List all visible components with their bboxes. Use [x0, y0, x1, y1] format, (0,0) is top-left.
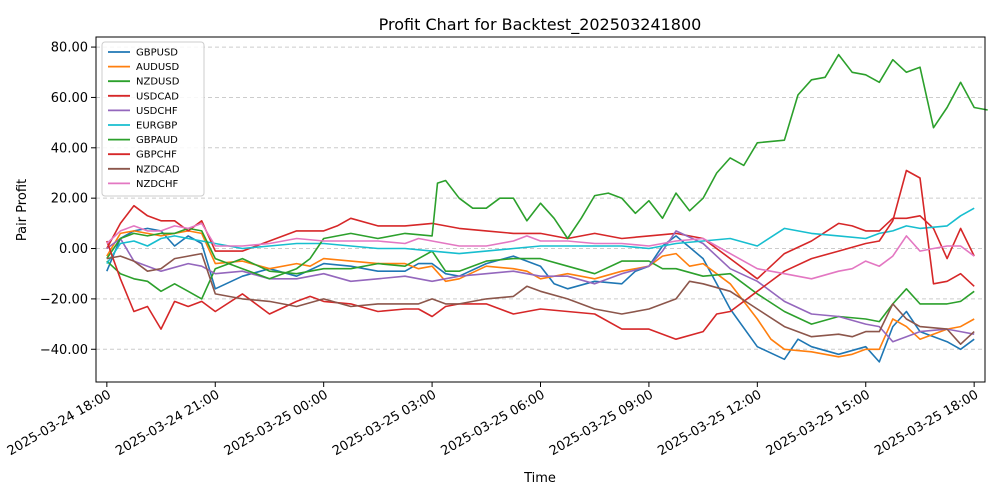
- series-line-gbpaud: [106, 53, 988, 280]
- legend-label: NZDCAD: [136, 164, 180, 175]
- legend-label: NZDCHF: [136, 179, 179, 190]
- x-tick-label: 2025-03-24 21:00: [113, 387, 222, 459]
- grid-lines: [96, 46, 985, 350]
- series-layer: [106, 53, 988, 363]
- series-line-nzdcad: [106, 252, 975, 345]
- series-line-gbpusd: [106, 227, 975, 363]
- y-axis: −40.00 −20.00 0.00 20.00 40.00 60.00 80.00: [40, 41, 96, 358]
- x-axis: 2025-03-24 18:00 2025-03-24 21:00 2025-03-…: [5, 382, 981, 459]
- y-tick-label: −40.00: [40, 343, 88, 358]
- x-axis-label: Time: [523, 471, 556, 486]
- series-line-usdcad: [106, 204, 975, 280]
- x-tick-label: 2025-03-24 18:00: [5, 387, 114, 459]
- legend-label: GBPUSD: [136, 48, 178, 59]
- series-line-eurgbp: [106, 207, 975, 265]
- legend-label: NZDUSD: [136, 77, 180, 88]
- y-tick-label: 60.00: [51, 91, 88, 106]
- legend-label: GBPAUD: [136, 135, 178, 146]
- x-tick-label: 2025-03-25 06:00: [439, 387, 548, 459]
- legend-label: EURGBP: [136, 121, 177, 132]
- chart-title: Profit Chart for Backtest_202503241800: [379, 15, 702, 35]
- y-tick-label: −20.00: [40, 292, 88, 307]
- x-tick-label: 2025-03-25 03:00: [330, 387, 439, 459]
- x-tick-label: 2025-03-25 09:00: [547, 387, 656, 459]
- y-tick-label: 80.00: [51, 41, 88, 56]
- series-line-nzdusd: [106, 250, 975, 325]
- series-line-usdchf: [106, 230, 975, 343]
- series-line-nzdchf: [106, 222, 975, 280]
- x-tick-label: 2025-03-25 12:00: [655, 387, 764, 459]
- y-tick-label: 40.00: [51, 141, 88, 156]
- x-tick-label: 2025-03-25 15:00: [764, 387, 873, 459]
- legend-label: USDCAD: [136, 91, 179, 102]
- y-axis-label: Pair Profit: [15, 179, 30, 241]
- legend: GBPUSD AUDUSD NZDUSD USDCAD USDCHF EURGBP GBPA…: [101, 41, 205, 197]
- series-line-gbpchf: [106, 169, 975, 340]
- y-tick-label: 0.00: [59, 242, 88, 257]
- legend-label: GBPCHF: [136, 150, 177, 161]
- y-tick-label: 20.00: [51, 192, 88, 207]
- x-tick-label: 2025-03-25 00:00: [222, 387, 331, 459]
- plot-frame: [95, 36, 986, 383]
- legend-label: USDCHF: [136, 106, 178, 117]
- legend-label: AUDUSD: [136, 62, 180, 73]
- x-tick-label: 2025-03-25 18:00: [872, 387, 981, 459]
